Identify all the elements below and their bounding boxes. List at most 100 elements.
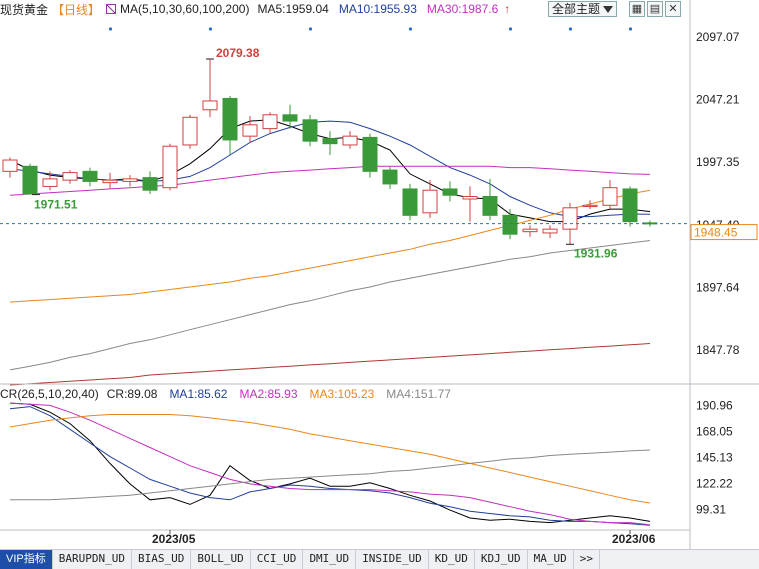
cr-line-ma4 xyxy=(10,449,651,501)
candle-body xyxy=(82,170,98,182)
candle-body xyxy=(42,178,58,187)
candle-body xyxy=(282,114,298,122)
tab-vip[interactable]: VIP指标 xyxy=(0,550,53,569)
candle-body xyxy=(2,159,18,172)
ma3-value: MA3:105.23 xyxy=(309,387,375,401)
candle-body xyxy=(422,189,438,214)
cr-line-cr xyxy=(9,402,651,524)
cr-y-tick-label: 145.13 xyxy=(696,451,733,465)
marker-dot xyxy=(628,27,633,31)
ma30-value: MA30:1987.6 xyxy=(426,2,499,16)
settings-icon[interactable]: ▤ xyxy=(647,1,663,17)
y-tick-label: 1847.78 xyxy=(696,343,740,357)
ma-line-ma30 xyxy=(9,165,651,196)
marker-dot xyxy=(108,27,113,31)
candle-body xyxy=(482,195,498,216)
ma1-value: MA1:85.62 xyxy=(169,387,228,401)
cr-params: CR(26,5,10,20,40) xyxy=(0,387,99,401)
cr-line-ma3 xyxy=(9,414,651,504)
cr-value: CR:89.08 xyxy=(106,387,158,401)
candle-body xyxy=(222,97,238,141)
candle-body xyxy=(382,169,398,185)
cr-y-tick-label: 99.31 xyxy=(696,503,726,517)
theme-dropdown[interactable]: 全部主题 xyxy=(548,1,618,17)
candle-body xyxy=(122,178,138,182)
tab-kdj[interactable]: KDJ_UD xyxy=(475,550,528,569)
ma-params: MA(5,10,30,60,100,200) xyxy=(120,2,250,16)
instrument-name: 现货黄金 xyxy=(0,2,49,17)
tab-cci[interactable]: CCI_UD xyxy=(251,550,304,569)
ma2-value: MA2:85.93 xyxy=(239,387,298,401)
candle-body xyxy=(562,207,578,230)
close-icon[interactable]: ✕ xyxy=(665,1,681,17)
grid-icon[interactable]: ▦ xyxy=(629,1,645,17)
theme-dropdown-label: 全部主题 xyxy=(552,2,601,16)
cr-y-tick-label: 168.05 xyxy=(696,425,733,439)
candle-body xyxy=(622,188,638,223)
candle-body xyxy=(102,179,118,184)
candle-body xyxy=(402,188,418,216)
ma5-value: MA5:1959.04 xyxy=(257,2,329,16)
y-tick-label: 1897.64 xyxy=(696,280,740,294)
ma-line-ma100 xyxy=(9,240,651,371)
marker-dot xyxy=(568,27,573,31)
indicator-tabs: VIP指标 BARUPDN_UD BIAS_UD BOLL_UD CCI_UD … xyxy=(0,549,759,569)
marker-dot xyxy=(208,27,213,31)
marker-dot xyxy=(508,27,513,31)
ma-line-ma200 xyxy=(9,343,651,386)
low-label-right: 1931.96 xyxy=(574,246,618,260)
chart-area[interactable]: 2097.072047.211997.351947.491897.641847.… xyxy=(0,0,759,549)
marker-dot xyxy=(308,27,313,31)
candle-body xyxy=(262,114,278,130)
indicator-legend: CR(26,5,10,20,40) CR:89.08 MA1:85.62 MA2… xyxy=(0,387,451,403)
x-label-may: 2023/05 xyxy=(152,532,196,546)
tab-bias[interactable]: BIAS_UD xyxy=(132,550,192,569)
candle-body xyxy=(22,165,38,195)
candle-body xyxy=(242,124,258,137)
candle-body xyxy=(582,204,598,208)
tab-kd[interactable]: KD_UD xyxy=(429,550,475,569)
candle-body xyxy=(302,119,318,142)
cr-y-tick-label: 190.96 xyxy=(696,398,733,412)
high-label: 2079.38 xyxy=(216,46,260,60)
candle-body xyxy=(162,145,178,189)
tab-inside[interactable]: INSIDE_UD xyxy=(356,550,429,569)
cr-line-ma2 xyxy=(9,402,651,526)
y-tick-label: 2097.07 xyxy=(696,30,740,44)
period-label[interactable]: 【日线】 xyxy=(52,2,101,17)
candle-body xyxy=(502,214,518,235)
ma-line-ma60 xyxy=(9,189,651,303)
candle-body xyxy=(362,136,378,172)
ma4-value: MA4:151.77 xyxy=(386,387,451,401)
y-tick-label: 2047.21 xyxy=(696,92,740,106)
candle-body xyxy=(142,177,158,191)
candle-body xyxy=(322,138,338,145)
candle-body xyxy=(442,188,458,196)
tab-more[interactable]: >> xyxy=(574,550,601,569)
tab-ma[interactable]: MA_UD xyxy=(528,550,574,569)
tab-dmi[interactable]: DMI_UD xyxy=(303,550,357,569)
low-label-left: 1971.51 xyxy=(34,198,78,212)
current-price-tag xyxy=(690,224,758,241)
tab-boll[interactable]: BOLL_UD xyxy=(191,550,251,569)
y-tick-label: 1997.35 xyxy=(696,155,740,169)
candle-body xyxy=(542,228,558,234)
candle-body xyxy=(522,228,538,233)
candle-body xyxy=(342,135,358,146)
candle-body xyxy=(182,116,198,146)
current-price-label: 1948.45 xyxy=(694,226,738,240)
marker-dot xyxy=(408,27,413,31)
ma10-value: MA10:1955.93 xyxy=(338,2,417,16)
tab-barupdn[interactable]: BARUPDN_UD xyxy=(53,550,132,569)
candle-body xyxy=(62,172,78,181)
cr-y-tick-label: 122.22 xyxy=(696,477,733,491)
candle-body xyxy=(202,100,218,111)
x-label-june: 2023/06 xyxy=(612,532,656,546)
candle-body xyxy=(462,195,478,200)
cr-line-ma1 xyxy=(9,406,651,526)
price-legend: 现货黄金 【日线】 MA(5,10,30,60,100,200) MA5:195… xyxy=(0,0,510,18)
price-panel: 2097.072047.211997.351947.491897.641847.… xyxy=(0,27,758,386)
candle-body xyxy=(602,187,618,206)
ma-settings-icon[interactable] xyxy=(106,4,117,14)
chevron-down-icon xyxy=(603,5,614,13)
